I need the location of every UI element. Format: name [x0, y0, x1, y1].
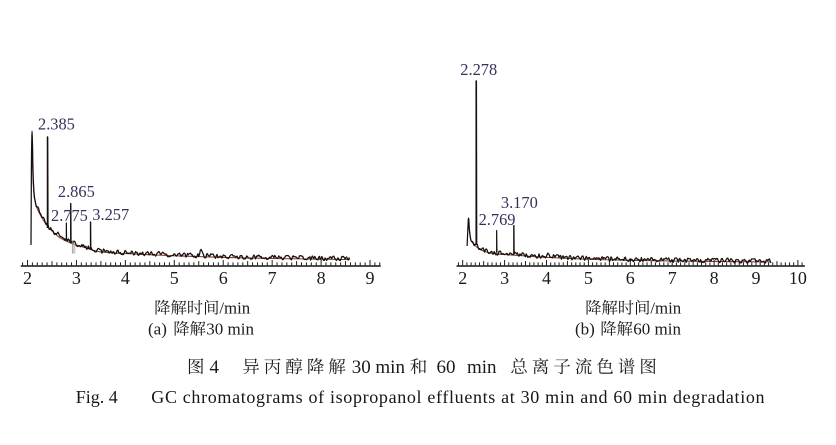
svg-text:8: 8	[317, 268, 326, 288]
svg-text:min: min	[375, 357, 405, 378]
svg-text:60 min: 60 min	[633, 320, 681, 339]
svg-text:6: 6	[219, 268, 228, 288]
svg-text:10: 10	[789, 268, 807, 288]
svg-text:9: 9	[752, 268, 761, 288]
svg-text:5: 5	[170, 268, 179, 288]
svg-text:2.775: 2.775	[51, 206, 88, 225]
svg-text:8: 8	[710, 268, 719, 288]
svg-text:7: 7	[268, 268, 277, 288]
svg-text:2.278: 2.278	[460, 60, 497, 79]
svg-text:2.385: 2.385	[38, 115, 75, 134]
svg-text:3.257: 3.257	[92, 205, 129, 224]
svg-text:/min: /min	[219, 299, 250, 318]
svg-text:/min: /min	[650, 299, 681, 318]
svg-text:4: 4	[542, 268, 551, 288]
svg-text:30: 30	[352, 357, 371, 378]
svg-text:9: 9	[366, 268, 375, 288]
svg-text:(a): (a)	[148, 320, 167, 339]
svg-text:5: 5	[584, 268, 593, 288]
svg-text:6: 6	[626, 268, 635, 288]
svg-text:4: 4	[121, 268, 130, 288]
svg-text:min: min	[467, 357, 497, 378]
svg-text:2.769: 2.769	[479, 210, 516, 229]
svg-text:2: 2	[458, 268, 467, 288]
svg-text:3.170: 3.170	[501, 193, 538, 212]
svg-text:Fig. 4: Fig. 4	[76, 387, 118, 407]
svg-text:30 min: 30 min	[206, 320, 254, 339]
svg-text:2: 2	[23, 268, 32, 288]
svg-text:3: 3	[500, 268, 509, 288]
svg-text:2.865: 2.865	[58, 182, 95, 201]
svg-text:(b): (b)	[575, 320, 595, 339]
svg-text:GC chromatograms of isopropano: GC chromatograms of isopropanol effluent…	[151, 387, 765, 407]
svg-text:4: 4	[210, 357, 220, 378]
svg-text:60: 60	[437, 357, 456, 378]
svg-text:3: 3	[72, 268, 81, 288]
svg-text:7: 7	[668, 268, 677, 288]
